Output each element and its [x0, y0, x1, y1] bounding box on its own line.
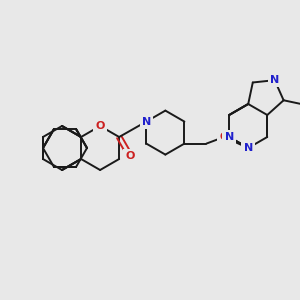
Text: N: N	[142, 117, 151, 127]
Text: N: N	[270, 75, 279, 85]
Text: O: O	[125, 151, 135, 161]
Text: O: O	[219, 132, 229, 142]
Text: O: O	[95, 121, 105, 131]
Text: N: N	[224, 132, 234, 142]
Text: N: N	[244, 143, 253, 153]
